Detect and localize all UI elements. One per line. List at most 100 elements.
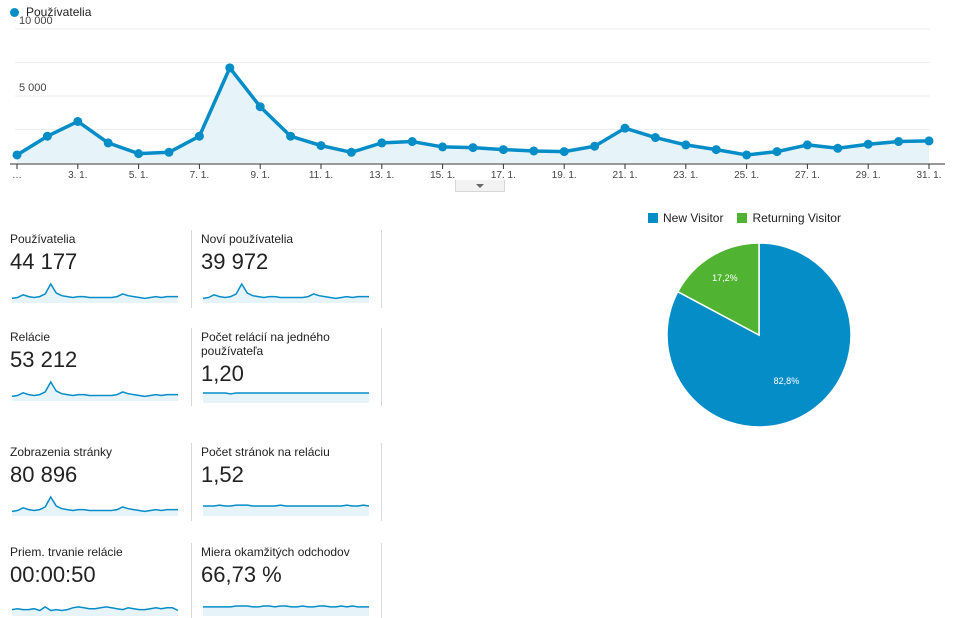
- x-tick-label: 27. 1.: [795, 170, 820, 181]
- data-point[interactable]: [529, 146, 539, 156]
- data-point[interactable]: [164, 147, 174, 157]
- data-point[interactable]: [772, 147, 782, 157]
- x-tick-label: 17. 1.: [491, 170, 516, 181]
- metric-card[interactable]: Priem. trvanie relácie 00:00:50: [10, 545, 190, 616]
- pie-legend-new-label: New Visitor: [663, 211, 724, 225]
- y-tick-label: 5 000: [19, 82, 47, 94]
- sparkline-area: [203, 606, 369, 616]
- data-point[interactable]: [42, 131, 52, 141]
- metric-label: Miera okamžitých odchodov: [201, 545, 350, 559]
- data-point[interactable]: [802, 140, 812, 150]
- visitor-pie-chart: New Visitor Returning Visitor 82,8% 17,2%: [640, 205, 940, 435]
- metric-divider: [191, 328, 192, 406]
- metric-label: Zobrazenia stránky: [10, 445, 113, 459]
- metric-value: 1,52: [201, 462, 244, 487]
- series-area: [17, 67, 929, 163]
- data-point[interactable]: [620, 123, 630, 133]
- x-tick-label: 25. 1.: [734, 170, 759, 181]
- x-tick-label: …: [12, 170, 22, 181]
- data-point[interactable]: [924, 136, 934, 146]
- legend-swatch-icon: [648, 213, 658, 223]
- metric-card[interactable]: Počet relácií na jedného používateľa 1,20: [201, 330, 381, 403]
- metric-label: Noví používatelia: [201, 232, 294, 246]
- main-legend: Používatelia: [10, 5, 91, 19]
- sparkline-area: [12, 497, 178, 516]
- metric-card[interactable]: Relácie 53 212: [10, 330, 190, 401]
- x-tick-label: 21. 1.: [612, 170, 637, 181]
- metric-value: 00:00:50: [10, 562, 96, 587]
- sparkline-line: [11, 495, 178, 513]
- x-tick-label: 5. 1.: [129, 170, 148, 181]
- sparkline-line: [203, 605, 369, 608]
- metric-sparkline: [11, 606, 179, 616]
- chart-expand-toggle[interactable]: [455, 180, 505, 192]
- metric-label: Počet stránok na reláciu: [201, 445, 330, 459]
- sparkline-area: [203, 393, 369, 403]
- data-point[interactable]: [346, 147, 356, 157]
- x-tick-label: 9. 1.: [250, 170, 269, 181]
- series-line: [16, 66, 930, 157]
- x-tick-label: 31. 1.: [916, 170, 941, 181]
- data-point[interactable]: [255, 102, 265, 112]
- sparkline-area: [12, 284, 178, 303]
- data-point[interactable]: [194, 131, 204, 141]
- metric-value: 1,20: [201, 361, 244, 386]
- metric-value: 44 177: [10, 249, 78, 274]
- data-point[interactable]: [316, 141, 326, 151]
- x-tick-label: 29. 1.: [856, 170, 881, 181]
- data-point[interactable]: [742, 150, 752, 160]
- pie-legend-returning[interactable]: Returning Visitor: [737, 211, 841, 225]
- data-point[interactable]: [863, 139, 873, 149]
- metric-card[interactable]: Miera okamžitých odchodov 66,73 %: [201, 545, 381, 616]
- data-point[interactable]: [468, 143, 478, 153]
- metric-sparkline: [202, 282, 369, 303]
- metric-divider: [191, 230, 192, 308]
- data-point[interactable]: [407, 137, 417, 147]
- data-point[interactable]: [559, 147, 569, 157]
- data-point[interactable]: [225, 63, 235, 73]
- metric-label: Relácie: [10, 330, 51, 344]
- data-point[interactable]: [438, 142, 448, 152]
- data-point[interactable]: [134, 149, 144, 159]
- metric-label: Počet relácií na jedného používateľa: [201, 330, 330, 358]
- x-tick-label: 3. 1.: [68, 170, 87, 181]
- metric-label: Používatelia: [10, 232, 76, 246]
- pie-slice-returning-visitor[interactable]: [676, 242, 760, 337]
- sparkline-line: [11, 380, 178, 398]
- metric-divider: [381, 543, 382, 618]
- data-point[interactable]: [73, 116, 83, 126]
- x-tick-label: 7. 1.: [190, 170, 209, 181]
- sparkline-area: [203, 505, 369, 516]
- data-point[interactable]: [377, 138, 387, 148]
- metric-card[interactable]: Počet stránok na reláciu 1,52: [201, 445, 381, 516]
- pie-legend-new[interactable]: New Visitor: [648, 211, 723, 225]
- pie-slice-label: 17,2%: [712, 273, 738, 283]
- metric-value: 39 972: [201, 249, 269, 274]
- metric-sparkline: [203, 392, 369, 403]
- metric-card[interactable]: Zobrazenia stránky 80 896: [10, 445, 190, 516]
- data-point[interactable]: [590, 141, 600, 151]
- data-point[interactable]: [711, 145, 721, 155]
- metric-value: 80 896: [10, 462, 78, 487]
- data-point[interactable]: [12, 150, 22, 160]
- metric-card[interactable]: Noví používatelia 39 972: [201, 232, 381, 303]
- metric-divider: [381, 328, 382, 406]
- data-point[interactable]: [103, 138, 113, 148]
- metric-sparkline: [203, 504, 370, 516]
- sparkline-area: [12, 382, 178, 401]
- data-point[interactable]: [286, 131, 296, 141]
- data-point[interactable]: [681, 140, 691, 150]
- metric-divider: [381, 443, 382, 521]
- x-tick-label: 11. 1.: [309, 170, 333, 181]
- sparkline-line: [203, 504, 370, 507]
- sparkline-line: [202, 282, 369, 300]
- metric-divider: [381, 230, 382, 308]
- data-point[interactable]: [650, 133, 660, 143]
- data-point[interactable]: [498, 145, 508, 155]
- metric-label: Priem. trvanie relácie: [10, 545, 123, 559]
- main-chart-svg: 10 000 5 000 … 3. 1. 5. 1. 7. 1. 9. 1. 11. 1. 13…: [10, 15, 945, 181]
- data-point[interactable]: [894, 137, 904, 147]
- metric-card[interactable]: Používatelia 44 177: [10, 232, 190, 303]
- data-point[interactable]: [833, 143, 843, 153]
- y-tick-label: 10 000: [19, 15, 53, 27]
